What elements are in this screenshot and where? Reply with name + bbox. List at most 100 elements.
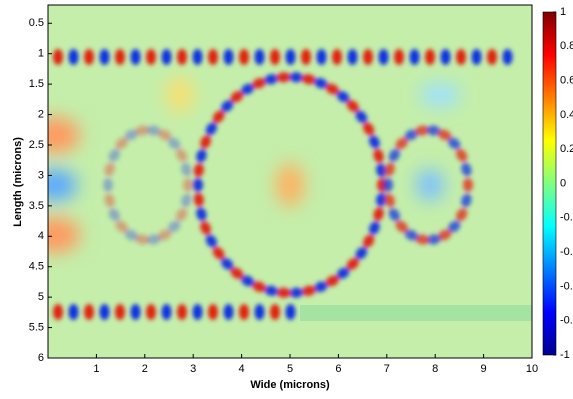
field-lobe bbox=[437, 229, 452, 241]
field-lobe bbox=[146, 304, 156, 320]
field-lobe bbox=[461, 162, 472, 177]
y-tick-label: 2 bbox=[38, 108, 44, 120]
field-lobe bbox=[108, 208, 121, 222]
field-lobe bbox=[276, 72, 291, 83]
field-lobe bbox=[314, 77, 328, 89]
field-lobe bbox=[285, 304, 296, 320]
field-lobe bbox=[252, 77, 266, 89]
field-lobe bbox=[325, 83, 339, 95]
field-lobe bbox=[193, 163, 204, 178]
colorbar-tick-label: -0.4 bbox=[560, 246, 573, 258]
field bbox=[48, 5, 532, 358]
y-tick-label: 3.5 bbox=[29, 200, 44, 212]
field-lobe bbox=[455, 148, 468, 162]
y-tick-label: 5 bbox=[38, 291, 44, 303]
field-lobe bbox=[426, 125, 441, 136]
field-lobe bbox=[404, 229, 419, 241]
y-tick-label: 0.5 bbox=[29, 17, 44, 29]
field-lobe bbox=[193, 178, 203, 192]
field-lobe bbox=[346, 100, 359, 113]
field-lobe bbox=[157, 129, 172, 141]
field-lobe bbox=[316, 49, 327, 65]
field-lobe bbox=[200, 135, 211, 149]
field-lobe bbox=[104, 193, 115, 208]
field-lobe bbox=[177, 49, 187, 65]
field-lobe bbox=[425, 49, 435, 65]
field-lobe bbox=[196, 148, 207, 163]
y-tick-label: 5.5 bbox=[29, 321, 44, 333]
field-lobe bbox=[175, 208, 188, 222]
field-lobe bbox=[270, 49, 280, 65]
field-lobe bbox=[415, 234, 430, 245]
field-lobe bbox=[68, 304, 79, 320]
field-lobe bbox=[130, 304, 141, 320]
x-tick-label: 9 bbox=[481, 363, 487, 375]
x-tick-label: 5 bbox=[287, 363, 293, 375]
x-tick-label: 4 bbox=[239, 363, 245, 375]
field-lobe bbox=[181, 193, 192, 208]
field-lobe bbox=[332, 49, 342, 65]
field-lobe bbox=[208, 304, 218, 320]
field-lobe bbox=[355, 110, 368, 124]
field-lobe bbox=[301, 285, 316, 296]
field-lobe bbox=[99, 49, 110, 65]
field-lobe bbox=[181, 162, 192, 177]
field-lobe bbox=[373, 207, 384, 222]
field-lobe bbox=[192, 304, 203, 320]
field-lobe bbox=[355, 246, 368, 260]
field-lobe bbox=[409, 49, 420, 65]
y-tick-label: 1.5 bbox=[29, 78, 44, 90]
field-lobe bbox=[276, 287, 291, 298]
colorbar-tick-label: 0 bbox=[560, 177, 566, 189]
colorbar-tick-label: 0.4 bbox=[560, 109, 573, 121]
x-tick-label: 10 bbox=[526, 363, 538, 375]
field-lobe bbox=[183, 178, 193, 192]
colorbar-tick-label: 0.6 bbox=[560, 75, 573, 87]
field-lobe bbox=[254, 304, 265, 320]
field-lobe bbox=[369, 135, 380, 149]
field-lobe bbox=[254, 49, 265, 65]
field-lobe bbox=[285, 49, 296, 65]
field-lobe bbox=[230, 267, 244, 279]
field-lobe bbox=[230, 91, 244, 103]
field-lobe bbox=[124, 129, 139, 141]
colorbar-tick-label: 1 bbox=[560, 6, 566, 18]
field-lobe bbox=[378, 49, 389, 65]
field-lobe bbox=[239, 304, 249, 320]
field-lobe bbox=[135, 125, 150, 136]
field-lobe bbox=[373, 148, 384, 163]
y-tick-label: 6 bbox=[38, 352, 44, 364]
field-lobe bbox=[363, 49, 373, 65]
field-lobe bbox=[157, 229, 172, 241]
field-lobe bbox=[130, 49, 141, 65]
field-lobe bbox=[415, 125, 430, 136]
field-lobe bbox=[177, 304, 187, 320]
field-lobe bbox=[175, 148, 188, 162]
field-lobe bbox=[135, 234, 150, 245]
field-lobe bbox=[301, 49, 311, 65]
field-lobe bbox=[241, 83, 255, 95]
field-lobe bbox=[108, 148, 121, 162]
field-lobe bbox=[369, 221, 380, 235]
field-lobe bbox=[115, 137, 129, 150]
y-tick-label: 4 bbox=[38, 230, 44, 242]
field-lobe bbox=[53, 49, 63, 65]
field-lobe bbox=[146, 234, 161, 245]
colorbar-tick-label: 0.8 bbox=[560, 40, 573, 52]
field-lobe bbox=[455, 208, 468, 222]
field-lobe bbox=[192, 49, 203, 65]
field-lobe bbox=[196, 207, 207, 222]
field-lobe bbox=[99, 304, 110, 320]
field-lobe bbox=[115, 304, 125, 320]
field-lobe bbox=[193, 192, 204, 207]
field-lobe bbox=[212, 110, 225, 124]
field-lobe bbox=[53, 304, 63, 320]
field-lobe bbox=[426, 234, 441, 245]
field-lobe bbox=[241, 275, 255, 287]
colorbar-tick-label: -0.2 bbox=[560, 212, 573, 224]
field-lobe bbox=[264, 74, 279, 85]
field-lobe bbox=[239, 49, 249, 65]
field-lobe bbox=[208, 49, 218, 65]
